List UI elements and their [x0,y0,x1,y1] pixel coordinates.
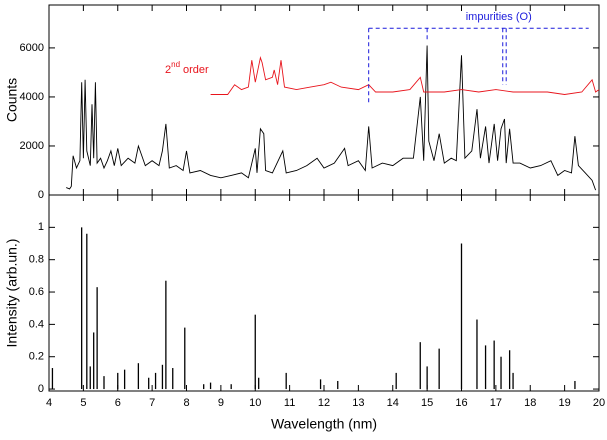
x-tick-label: 11 [284,397,295,409]
y-tick-label: 0.4 [29,318,44,330]
plot-frame [48,4,600,196]
x-tick-label: 17 [490,397,502,409]
y-tick-label: 0.6 [29,286,44,298]
y-tick-label: 0 [38,383,44,395]
impurity-label: impurities (O) [466,11,532,23]
x-tick-label: 18 [524,397,536,409]
x-tick-label: 10 [249,397,261,409]
x-tick-label: 7 [149,397,155,409]
x-tick-label: 8 [183,397,189,409]
spectrum-line [66,45,597,191]
x-tick-label: 20 [593,397,605,409]
order-annotation: 2nd order [165,60,209,76]
x-tick-label: 19 [559,397,571,409]
x-tick-label: 9 [218,397,224,409]
x-tick-label: 13 [352,397,364,409]
x-tick-label: 14 [387,397,399,409]
y-tick-label: 0.8 [29,254,44,266]
x-axis-label: Wavelength (nm) [271,416,377,432]
x-tick-label: 16 [455,397,467,409]
x-tick-label: 6 [115,397,121,409]
order-number: 2 [165,64,171,76]
x-tick-label: 4 [46,397,52,409]
y-axis-label: Counts [4,78,20,122]
order-word: order [183,64,209,76]
x-tick-label: 5 [80,397,86,409]
order-superscript: nd [171,60,180,69]
y-axis-label: Intensity (arb.un.) [4,239,20,348]
y-tick-label: 1 [38,221,44,233]
y-tick-label: 0.2 [29,351,44,363]
x-tick-label: 15 [421,397,433,409]
y-tick-label: 2000 [20,140,44,152]
x-tick-label: 12 [318,397,330,409]
y-tick-label: 6000 [20,42,44,54]
y-tick-label: 0 [38,189,44,201]
plot-frame [48,194,600,392]
y-tick-label: 4000 [20,91,44,103]
spectrum-line [210,56,600,95]
